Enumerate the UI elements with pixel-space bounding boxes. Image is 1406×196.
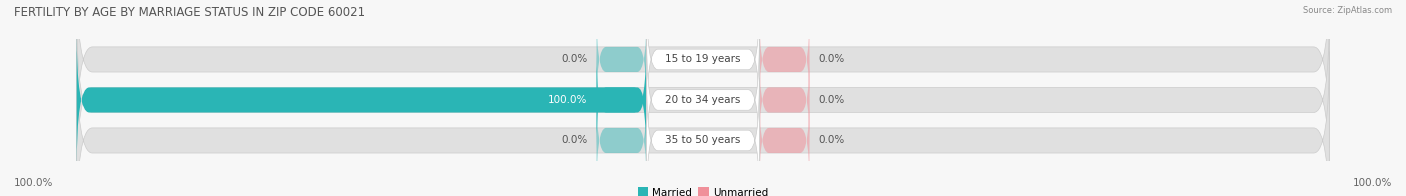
Text: 100.0%: 100.0% bbox=[14, 178, 53, 188]
FancyBboxPatch shape bbox=[77, 52, 1329, 196]
Text: 35 to 50 years: 35 to 50 years bbox=[665, 135, 741, 145]
Text: 0.0%: 0.0% bbox=[561, 54, 588, 64]
Text: 15 to 19 years: 15 to 19 years bbox=[665, 54, 741, 64]
Text: 100.0%: 100.0% bbox=[548, 95, 588, 105]
FancyBboxPatch shape bbox=[596, 52, 647, 148]
FancyBboxPatch shape bbox=[647, 0, 759, 122]
Text: 100.0%: 100.0% bbox=[1353, 178, 1392, 188]
FancyBboxPatch shape bbox=[77, 32, 647, 168]
Text: 0.0%: 0.0% bbox=[818, 95, 845, 105]
Text: 0.0%: 0.0% bbox=[561, 135, 588, 145]
Text: 0.0%: 0.0% bbox=[818, 135, 845, 145]
Text: 0.0%: 0.0% bbox=[818, 54, 845, 64]
FancyBboxPatch shape bbox=[647, 37, 759, 162]
FancyBboxPatch shape bbox=[759, 52, 810, 148]
Text: FERTILITY BY AGE BY MARRIAGE STATUS IN ZIP CODE 60021: FERTILITY BY AGE BY MARRIAGE STATUS IN Z… bbox=[14, 6, 366, 19]
FancyBboxPatch shape bbox=[647, 78, 759, 196]
FancyBboxPatch shape bbox=[759, 11, 810, 108]
FancyBboxPatch shape bbox=[77, 0, 1329, 148]
Text: Source: ZipAtlas.com: Source: ZipAtlas.com bbox=[1303, 6, 1392, 15]
FancyBboxPatch shape bbox=[596, 92, 647, 189]
FancyBboxPatch shape bbox=[77, 11, 1329, 189]
FancyBboxPatch shape bbox=[596, 11, 647, 108]
Text: 20 to 34 years: 20 to 34 years bbox=[665, 95, 741, 105]
FancyBboxPatch shape bbox=[759, 92, 810, 189]
Legend: Married, Unmarried: Married, Unmarried bbox=[634, 183, 772, 196]
